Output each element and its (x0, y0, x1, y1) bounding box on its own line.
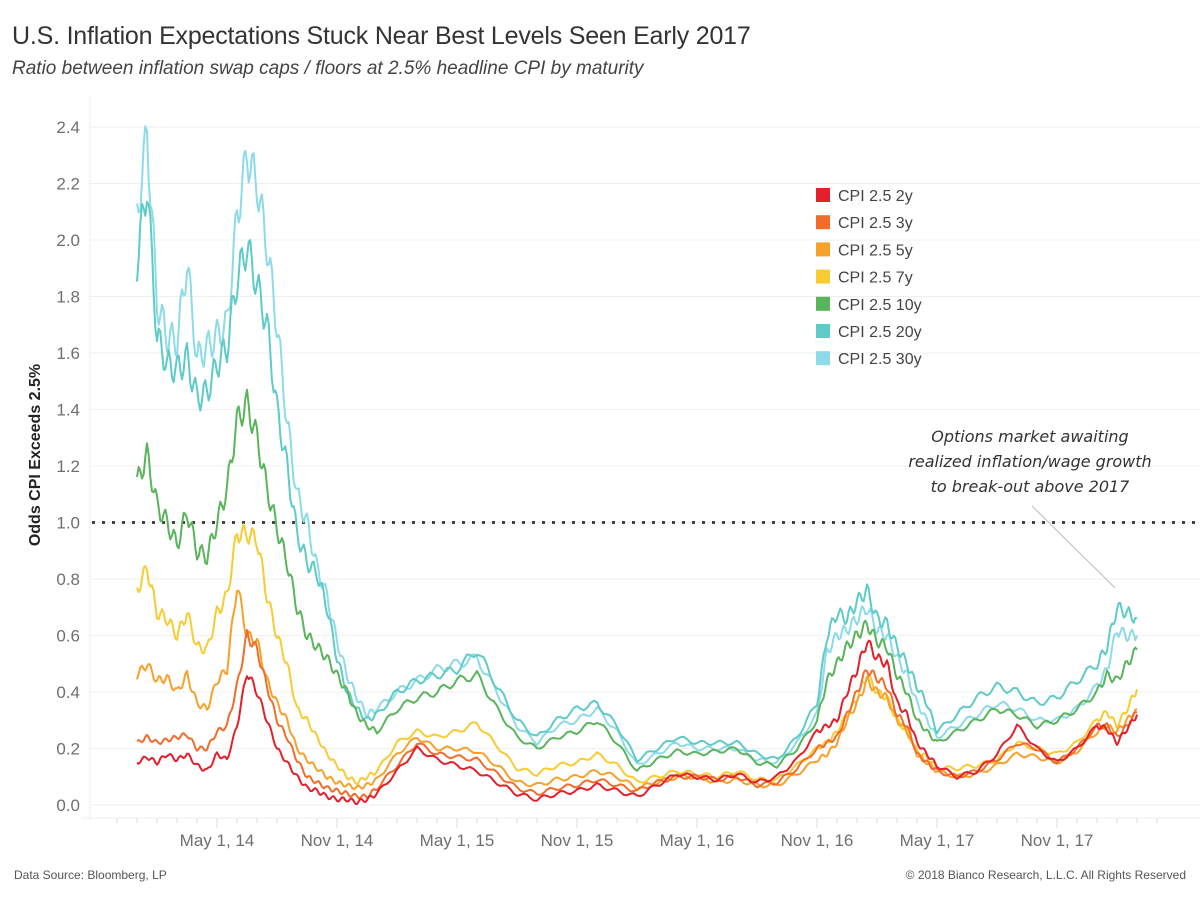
x-tick-label: May 1, 15 (420, 831, 495, 850)
x-tick-label: Nov 1, 14 (301, 831, 374, 850)
x-tick-label: May 1, 14 (180, 831, 255, 850)
annotation-line-2: realized inflation/wage growth (908, 452, 1151, 471)
y-tick-label: 0.4 (56, 683, 80, 702)
series-line-cpi-2-5-10y (136, 388, 1138, 772)
legend-swatch (816, 188, 830, 202)
y-tick-label: 0.8 (56, 570, 80, 589)
x-tick-label: May 1, 16 (660, 831, 735, 850)
legend-label: CPI 2.5 20y (838, 324, 922, 341)
series-line-cpi-2-5-2y (136, 639, 1138, 806)
chart-title: U.S. Inflation Expectations Stuck Near B… (12, 22, 751, 50)
x-tick-label: Nov 1, 15 (541, 831, 614, 850)
legend: CPI 2.5 2y CPI 2.5 3y CPI 2.5 5y CPI 2.5 7y… (816, 188, 922, 368)
y-tick-label: 2.4 (56, 118, 80, 137)
legend-label: CPI 2.5 30y (838, 351, 922, 368)
y-tick-label: 1.2 (56, 457, 80, 476)
x-tick-label: May 1, 17 (900, 831, 975, 850)
series-line-cpi-2-5-3y (136, 629, 1138, 800)
y-tick-label: 1.0 (56, 514, 80, 533)
y-tick-label: 0.0 (56, 796, 80, 815)
data-source-note: Data Source: Bloomberg, LP (14, 868, 167, 882)
annotation-pointer-line (1031, 505, 1116, 589)
legend-swatch (816, 351, 830, 366)
legend-label: CPI 2.5 7y (838, 270, 913, 287)
y-tick-label: 1.8 (56, 288, 80, 307)
legend-swatch (816, 324, 830, 338)
y-tick-label: 1.6 (56, 344, 80, 363)
legend-swatch (816, 269, 830, 284)
x-tick-label: Nov 1, 16 (781, 831, 854, 850)
legend-swatch (816, 215, 830, 230)
annotation: Options market awaiting realized inflati… (908, 427, 1152, 589)
legend-label: CPI 2.5 10y (838, 297, 922, 314)
y-tick-label: 0.6 (56, 627, 80, 646)
annotation-line-3: to break-out above 2017 (931, 477, 1131, 496)
series-line-cpi-2-5-30y (136, 125, 1138, 765)
y-axis-ticks: 0.0 0.2 0.4 0.6 0.8 1.0 1.2 1.4 1.6 1.8 2.0 2.2 2.4 (56, 118, 80, 815)
series-lines (136, 125, 1138, 806)
y-tick-label: 2.0 (56, 231, 80, 250)
x-tick-label: Nov 1, 17 (1021, 831, 1094, 850)
y-tick-label: 2.2 (56, 175, 80, 194)
legend-label: CPI 2.5 2y (838, 188, 913, 205)
y-axis-label: Odds CPI Exceeds 2.5% (27, 364, 44, 546)
series-line-cpi-2-5-20y (136, 200, 1138, 763)
chart-subtitle: Ratio between inflation swap caps / floo… (12, 58, 644, 79)
legend-swatch (816, 296, 830, 311)
y-tick-label: 0.2 (56, 740, 80, 759)
legend-swatch (816, 242, 830, 257)
x-axis-ticks: May 1, 14 Nov 1, 14 May 1, 15 Nov 1, 15 May … (116, 818, 1158, 850)
y-tick-label: 1.4 (56, 401, 80, 420)
legend-label: CPI 2.5 3y (838, 215, 913, 232)
copyright-note: © 2018 Bianco Research, L.L.C. All Right… (905, 868, 1186, 882)
annotation-line-1: Options market awaiting (931, 427, 1128, 446)
legend-label: CPI 2.5 5y (838, 242, 913, 259)
